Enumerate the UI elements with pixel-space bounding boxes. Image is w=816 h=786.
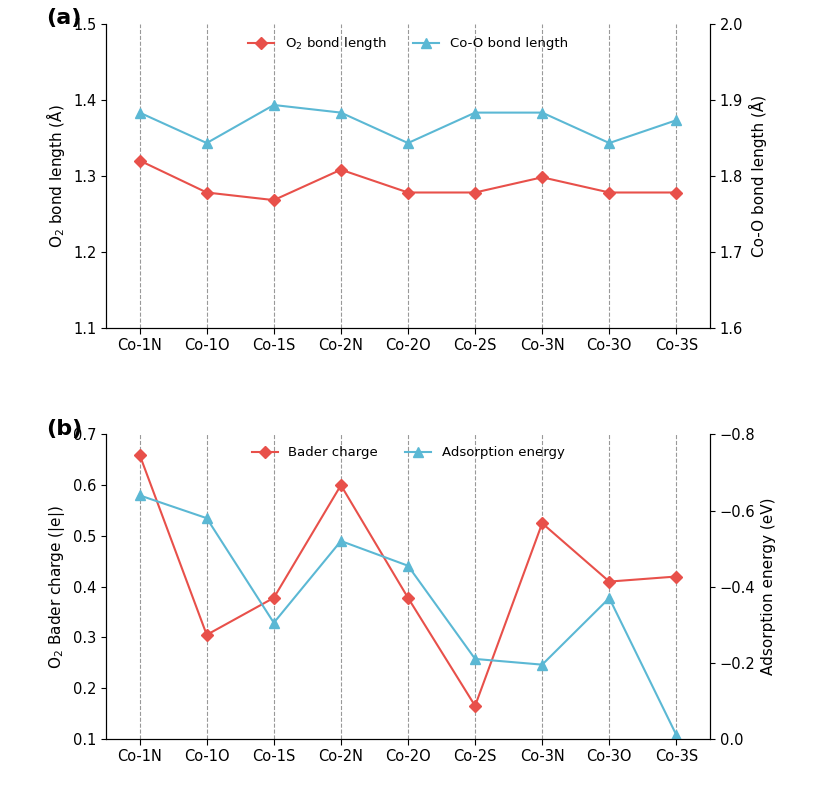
Adsorption energy: [403, 561, 413, 571]
Co-O bond length: [336, 108, 346, 117]
Adsorption energy: [605, 593, 614, 603]
Co-O bond length: [135, 108, 144, 117]
Adsorption energy: [202, 513, 211, 523]
Y-axis label: O$_2$ Bader charge (|e|): O$_2$ Bader charge (|e|): [47, 505, 67, 669]
Co-O bond length: [537, 108, 547, 117]
Line: O$_2$ bond length: O$_2$ bond length: [135, 156, 681, 204]
O$_2$ bond length: [537, 173, 547, 182]
Adsorption energy: [537, 660, 547, 670]
Adsorption energy: [672, 730, 681, 740]
Y-axis label: Adsorption energy (eV): Adsorption energy (eV): [761, 498, 776, 675]
Adsorption energy: [470, 654, 480, 663]
O$_2$ bond length: [269, 196, 279, 205]
Legend: O$_2$ bond length, Co-O bond length: O$_2$ bond length, Co-O bond length: [242, 30, 574, 57]
O$_2$ bond length: [605, 188, 614, 197]
Bader charge: [605, 577, 614, 586]
O$_2$ bond length: [336, 165, 346, 174]
Line: Adsorption energy: Adsorption energy: [135, 490, 681, 740]
Legend: Bader charge, Adsorption energy: Bader charge, Adsorption energy: [246, 441, 570, 465]
Co-O bond length: [470, 108, 480, 117]
Text: (b): (b): [46, 419, 82, 439]
Y-axis label: Co-O bond length (Å): Co-O bond length (Å): [749, 94, 767, 257]
Bader charge: [537, 519, 547, 528]
O$_2$ bond length: [470, 188, 480, 197]
Text: (a): (a): [46, 9, 81, 28]
Co-O bond length: [672, 116, 681, 125]
O$_2$ bond length: [135, 156, 144, 165]
Co-O bond length: [269, 101, 279, 110]
O$_2$ bond length: [202, 188, 211, 197]
Bader charge: [336, 480, 346, 490]
Co-O bond length: [605, 138, 614, 148]
Adsorption energy: [269, 618, 279, 627]
O$_2$ bond length: [672, 188, 681, 197]
Co-O bond length: [403, 138, 413, 148]
Co-O bond length: [202, 138, 211, 148]
Adsorption energy: [336, 536, 346, 545]
Line: Bader charge: Bader charge: [135, 450, 681, 710]
Bader charge: [403, 593, 413, 603]
Line: Co-O bond length: Co-O bond length: [135, 100, 681, 148]
Bader charge: [202, 630, 211, 640]
Bader charge: [135, 450, 144, 460]
O$_2$ bond length: [403, 188, 413, 197]
Bader charge: [470, 701, 480, 711]
Bader charge: [672, 571, 681, 581]
Bader charge: [269, 593, 279, 603]
Y-axis label: O$_2$ bond length (Å): O$_2$ bond length (Å): [44, 104, 68, 248]
Adsorption energy: [135, 490, 144, 500]
